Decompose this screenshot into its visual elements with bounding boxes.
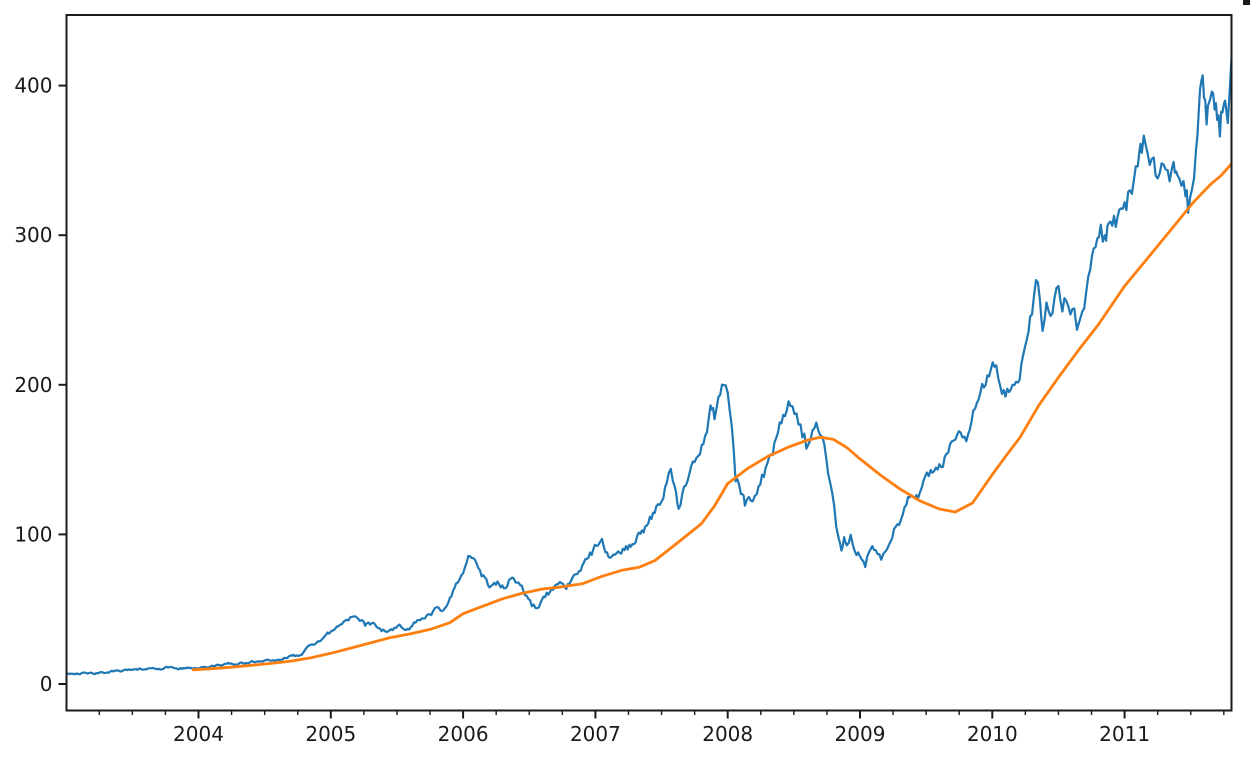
plot-frame-spines xyxy=(65,14,1233,712)
y-tick-label: 400 xyxy=(14,74,52,98)
y-tick-label: 100 xyxy=(14,522,52,546)
y-axis-major-ticks xyxy=(58,84,67,685)
y-tick-label: 300 xyxy=(14,223,52,247)
y-tick-label: 0 xyxy=(40,672,53,696)
x-tick-label: 2004 xyxy=(173,722,224,746)
x-tick-label: 2005 xyxy=(305,722,356,746)
x-axis-major-ticks xyxy=(197,710,1126,719)
x-tick-label: 2007 xyxy=(570,722,621,746)
x-tick-label: 2006 xyxy=(438,722,489,746)
y-axis-tick-labels: 0 100 200 300 400 xyxy=(14,74,52,696)
x-tick-label: 2008 xyxy=(702,722,753,746)
corner-artifact xyxy=(1243,0,1250,5)
x-tick-label: 2010 xyxy=(967,722,1018,746)
x-tick-label: 2011 xyxy=(1099,722,1150,746)
x-axis-tick-labels: 2004 2005 2006 2007 2008 2009 2010 2011 xyxy=(173,722,1150,746)
y-tick-label: 200 xyxy=(14,373,52,397)
x-tick-label: 2009 xyxy=(835,722,886,746)
price-line-series xyxy=(67,56,1231,676)
moving-average-line-series xyxy=(191,162,1231,672)
